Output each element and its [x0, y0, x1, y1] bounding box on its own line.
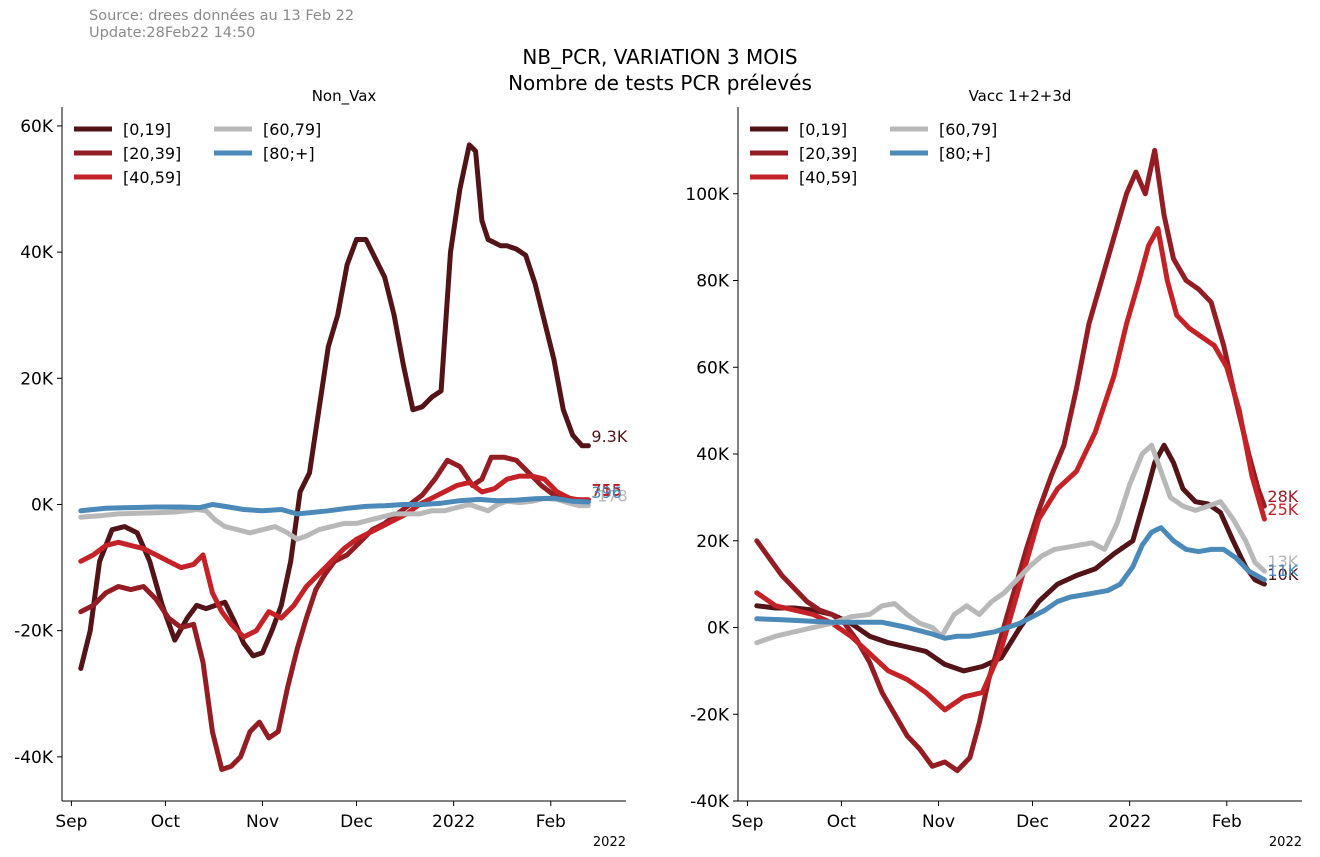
y-tick-label: 0K	[31, 495, 54, 515]
series-line	[754, 442, 1267, 646]
y-tick-label: 60K	[696, 358, 730, 378]
series-end-label: 10K	[1267, 565, 1298, 584]
x-offset-label: 2022	[593, 835, 626, 850]
x-tick-label: Nov	[246, 812, 279, 832]
y-tick-label: -40K	[14, 748, 54, 768]
legend-label: [60,79]	[939, 120, 997, 139]
y-tick-label: 80K	[696, 272, 730, 292]
series-line	[78, 495, 591, 517]
y-tick-label: 40K	[20, 243, 54, 263]
figure-title: NB_PCR, VARIATION 3 MOIS Nombre de tests…	[0, 44, 1320, 96]
x-tick-label: Nov	[922, 812, 955, 832]
series-end-label: 11K	[1267, 561, 1298, 580]
x-offset-label: 2022	[1269, 835, 1302, 850]
series-line	[78, 142, 591, 671]
source-note: Source: drees données au 13 Feb 22 Updat…	[89, 8, 354, 42]
y-tick-label: 100K	[685, 185, 729, 205]
series-end-label: 715	[591, 481, 622, 500]
legend-label: [20,39]	[799, 144, 857, 163]
legend-label: [0,19]	[799, 120, 847, 139]
figure-title-line1: NB_PCR, VARIATION 3 MOIS	[522, 45, 798, 69]
x-tick-label: 2022	[432, 812, 475, 832]
series-line	[754, 147, 1267, 774]
y-tick-label: 0K	[707, 619, 730, 639]
y-tick-label: 20K	[696, 532, 730, 552]
legend-label: [20,39]	[123, 144, 181, 163]
series-end-label: 13K	[1267, 552, 1298, 571]
source-text: Source: drees données au 13 Feb 22	[89, 8, 355, 24]
y-tick-label: 40K	[696, 445, 730, 465]
legend-label: [80;+]	[939, 144, 991, 163]
y-tick-label: -20K	[690, 705, 730, 725]
x-tick-label: Oct	[827, 812, 857, 832]
y-tick-label: -20K	[14, 622, 54, 642]
series-line	[754, 525, 1267, 641]
series-end-label: 396	[591, 483, 622, 502]
legend-label: [40,59]	[799, 168, 857, 187]
figure-title-line2: Nombre de tests PCR prélevés	[508, 71, 812, 95]
y-tick-label: 60K	[20, 117, 54, 137]
legend: [0,19] [20,39] [40,59] [60,79] [80;+]	[74, 120, 321, 187]
series-end-label: 755	[591, 481, 622, 500]
panel-title: Vacc 1+2+3d	[969, 87, 1072, 105]
series-end-label: -178	[591, 487, 627, 506]
chart-panel-2: Vacc 1+2+3d -40K -20K 0K 20K 40K 60K 80K 100K Sep…	[685, 87, 1302, 850]
x-tick-label: Sep	[731, 812, 763, 832]
x-tick-label: Oct	[151, 812, 181, 832]
x-tick-label: 2022	[1108, 812, 1151, 832]
update-text: Update:28Feb22 14:50	[89, 25, 256, 41]
legend-label: [80;+]	[263, 144, 315, 163]
y-tick-label: 20K	[20, 369, 54, 389]
series-line	[78, 454, 591, 772]
x-tick-label: Dec	[340, 812, 373, 832]
series-end-label: 9.3K	[591, 427, 627, 446]
legend: [0,19] [20,39] [40,59] [60,79] [80;+]	[750, 120, 997, 187]
y-tick-label: -40K	[690, 792, 730, 812]
x-tick-label: Dec	[1016, 812, 1049, 832]
x-tick-label: Feb	[536, 812, 566, 832]
panel-title: Non_Vax	[312, 87, 377, 106]
series-line	[78, 495, 591, 542]
chart-panel-1: Non_Vax -40K -20K 0K 20K 40K 60K Sep Oct Nov Dec 20…	[14, 87, 628, 850]
series-line	[754, 442, 1267, 674]
legend-label: [60,79]	[263, 120, 321, 139]
legend-label: [40,59]	[123, 168, 181, 187]
x-tick-label: Sep	[55, 812, 87, 832]
series-end-label: 28K	[1267, 487, 1298, 506]
series-line	[78, 473, 591, 640]
legend-label: [0,19]	[123, 120, 171, 139]
series-line	[754, 226, 1267, 713]
x-tick-label: Feb	[1212, 812, 1242, 832]
series-end-label: 25K	[1267, 500, 1298, 519]
